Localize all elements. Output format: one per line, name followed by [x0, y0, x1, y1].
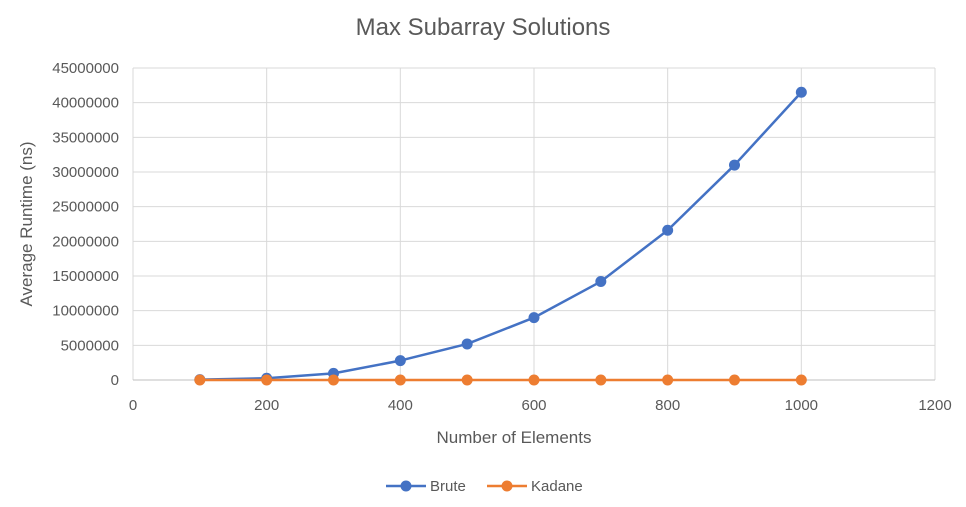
data-point-brute	[394, 355, 406, 367]
data-point-brute	[795, 86, 807, 98]
x-axis-tick-labels: 0 200 400 600 800 1000 1200	[129, 397, 952, 414]
data-point-brute	[461, 338, 473, 350]
legend-label: Kadane	[531, 478, 583, 495]
data-point-kadane	[261, 374, 273, 386]
x-tick-label: 200	[254, 397, 279, 414]
series-brute	[194, 86, 807, 386]
legend-item-kadane: Kadane	[487, 478, 583, 495]
legend-label: Brute	[430, 478, 466, 495]
data-point-kadane	[662, 374, 674, 386]
data-point-kadane	[194, 374, 206, 386]
y-tick-label: 20000000	[52, 233, 119, 250]
data-point-brute	[662, 224, 674, 236]
y-tick-label: 0	[111, 372, 119, 389]
chart-title: Max Subarray Solutions	[356, 14, 611, 41]
y-axis-tick-labels: 0 5000000 10000000 15000000 20000000 25000000…	[52, 60, 119, 389]
x-tick-label: 1000	[785, 397, 818, 414]
y-tick-label: 5000000	[61, 337, 119, 354]
series-layer	[194, 86, 807, 386]
data-point-kadane	[528, 374, 540, 386]
series-line-brute	[199, 91, 803, 381]
data-point-kadane	[729, 374, 740, 386]
data-point-brute	[595, 276, 607, 288]
data-point-kadane	[328, 374, 339, 386]
y-tick-label: 30000000	[52, 164, 119, 181]
x-axis-title: Number of Elements	[437, 428, 592, 447]
legend: Brute Kadane	[386, 478, 583, 495]
legend-item-brute: Brute	[386, 478, 466, 495]
legend-marker	[400, 480, 412, 492]
y-axis-title: Average Runtime (ns)	[17, 141, 36, 306]
data-point-brute	[729, 159, 740, 171]
data-point-kadane	[595, 374, 607, 386]
vertical-gridlines	[132, 68, 936, 380]
data-point-kadane	[461, 374, 473, 386]
series-kadane	[194, 374, 807, 386]
y-tick-label: 35000000	[52, 129, 119, 146]
x-tick-label: 600	[521, 397, 546, 414]
y-tick-label: 15000000	[52, 268, 119, 285]
data-point-kadane	[795, 374, 807, 386]
y-tick-label: 40000000	[52, 95, 119, 112]
x-tick-label: 1200	[918, 397, 951, 414]
x-tick-label: 400	[388, 397, 413, 414]
legend-marker	[501, 480, 513, 492]
data-point-brute	[528, 312, 540, 324]
y-tick-label: 45000000	[52, 60, 119, 77]
x-tick-label: 0	[129, 397, 137, 414]
y-tick-label: 10000000	[52, 303, 119, 320]
y-tick-label: 25000000	[52, 199, 119, 216]
x-tick-label: 800	[655, 397, 680, 414]
data-point-kadane	[394, 374, 406, 386]
